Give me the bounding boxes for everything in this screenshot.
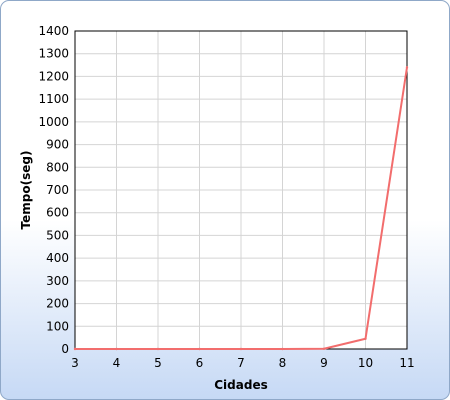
y-tick-label: 800 bbox=[46, 160, 69, 174]
y-tick-label: 1000 bbox=[38, 115, 69, 129]
data-point bbox=[198, 347, 201, 351]
y-tick-label: 300 bbox=[46, 274, 69, 288]
series-group bbox=[73, 66, 409, 351]
data-point bbox=[239, 347, 243, 351]
x-tick-label: 4 bbox=[113, 356, 121, 370]
data-point bbox=[73, 347, 77, 351]
x-tick-label: 7 bbox=[237, 356, 245, 370]
x-tick-label: 11 bbox=[399, 356, 414, 370]
y-tick-label: 600 bbox=[46, 206, 69, 220]
y-axis-title: Tempo(seg) bbox=[19, 151, 33, 230]
y-tick-label: 1200 bbox=[38, 69, 69, 83]
x-tick-label: 3 bbox=[71, 356, 79, 370]
y-tick-label: 1300 bbox=[38, 47, 69, 61]
y-tick-label: 700 bbox=[46, 183, 69, 197]
y-tick-label: 400 bbox=[46, 251, 69, 265]
data-point bbox=[322, 347, 326, 350]
y-tick-label: 0 bbox=[61, 342, 69, 356]
data-point bbox=[156, 347, 160, 351]
y-tick-label: 1400 bbox=[38, 24, 69, 38]
y-tick-label: 900 bbox=[46, 138, 69, 152]
y-tick-label: 100 bbox=[46, 319, 69, 333]
data-point bbox=[281, 347, 284, 351]
x-tick-label: 6 bbox=[196, 356, 204, 370]
x-tick-label: 9 bbox=[320, 356, 328, 370]
x-tick-label: 8 bbox=[279, 356, 287, 370]
data-point bbox=[364, 337, 367, 340]
y-axis-ticks: 0 100 200 300 400 500 600 700 800 900 1000 1100 1200… bbox=[38, 24, 69, 356]
x-axis-title: Cidades bbox=[214, 378, 267, 392]
x-tick-label: 10 bbox=[358, 356, 373, 370]
x-tick-label: 5 bbox=[154, 356, 162, 370]
y-tick-label: 500 bbox=[46, 228, 69, 242]
x-axis-ticks: 3 4 5 6 7 8 9 10 11 bbox=[71, 356, 414, 370]
y-tick-label: 200 bbox=[46, 297, 69, 311]
y-tick-label: 1100 bbox=[38, 92, 69, 106]
data-point bbox=[405, 66, 409, 69]
data-point bbox=[115, 347, 118, 351]
